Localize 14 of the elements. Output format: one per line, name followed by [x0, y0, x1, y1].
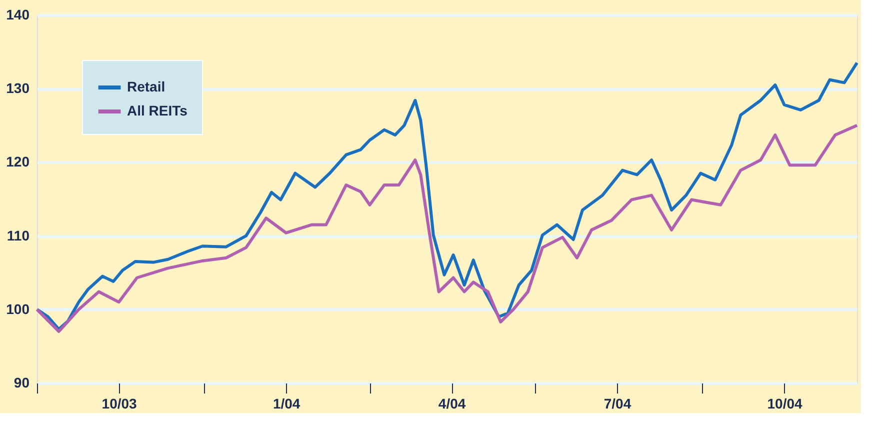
y-tick-label: 110 [6, 227, 30, 244]
x-tick-label: 7/04 [604, 396, 632, 412]
legend-label: All REITs [127, 102, 188, 118]
y-tick-label: 120 [6, 154, 30, 170]
legend-label: Retail [127, 78, 166, 94]
x-tick-label: 1/04 [272, 396, 300, 412]
y-tick-label: 90 [14, 374, 30, 390]
y-tick-label: 140 [6, 6, 30, 22]
line-series [36, 124, 858, 333]
x-tick-label: 4/04 [438, 396, 466, 412]
y-tick-label: 130 [6, 80, 30, 96]
x-tick-label: 10/03 [102, 396, 138, 412]
y-tick-label: 100 [6, 300, 30, 317]
x-tick-label: 10/04 [767, 396, 802, 412]
